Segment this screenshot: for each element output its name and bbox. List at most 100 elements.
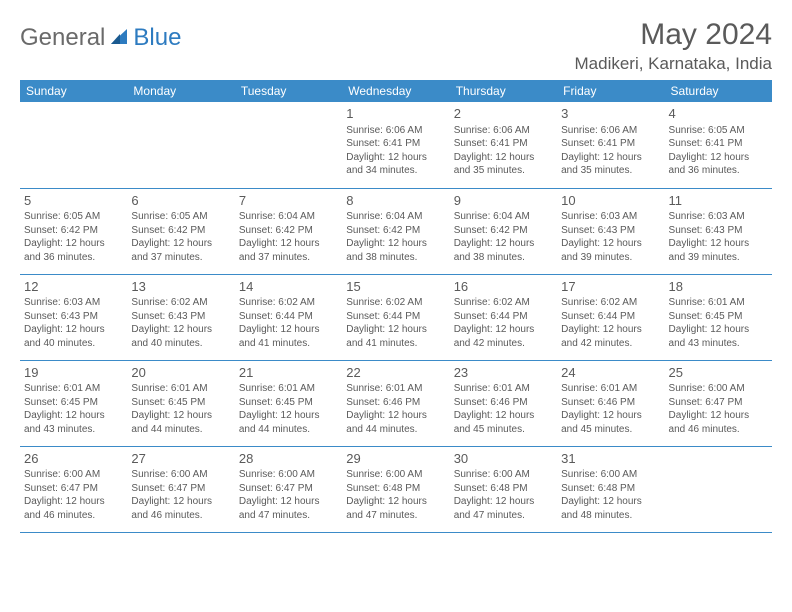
calendar-day-cell: 31Sunrise: 6:00 AMSunset: 6:48 PMDayligh… (557, 446, 664, 532)
calendar-week-row: 26Sunrise: 6:00 AMSunset: 6:47 PMDayligh… (20, 446, 772, 532)
sunrise-line: Sunrise: 6:04 AM (346, 210, 445, 224)
calendar-day-cell: 5Sunrise: 6:05 AMSunset: 6:42 PMDaylight… (20, 188, 127, 274)
daylight-line: Daylight: 12 hours and 43 minutes. (24, 409, 123, 436)
sunset-line: Sunset: 6:42 PM (24, 224, 123, 238)
calendar-day-cell: 23Sunrise: 6:01 AMSunset: 6:46 PMDayligh… (450, 360, 557, 446)
calendar-day-cell: 7Sunrise: 6:04 AMSunset: 6:42 PMDaylight… (235, 188, 342, 274)
sunrise-line: Sunrise: 6:01 AM (561, 382, 660, 396)
day-number: 4 (669, 105, 768, 123)
sunrise-line: Sunrise: 6:00 AM (669, 382, 768, 396)
logo-sail-icon (109, 26, 131, 51)
sunset-line: Sunset: 6:46 PM (346, 396, 445, 410)
daylight-line: Daylight: 12 hours and 43 minutes. (669, 323, 768, 350)
sunset-line: Sunset: 6:46 PM (561, 396, 660, 410)
day-number: 13 (131, 278, 230, 296)
weekday-header: Sunday (20, 80, 127, 102)
calendar-day-cell: 25Sunrise: 6:00 AMSunset: 6:47 PMDayligh… (665, 360, 772, 446)
daylight-line: Daylight: 12 hours and 36 minutes. (669, 151, 768, 178)
sunrise-line: Sunrise: 6:01 AM (669, 296, 768, 310)
sunrise-line: Sunrise: 6:00 AM (454, 468, 553, 482)
weekday-header: Wednesday (342, 80, 449, 102)
calendar-day-cell: 28Sunrise: 6:00 AMSunset: 6:47 PMDayligh… (235, 446, 342, 532)
daylight-line: Daylight: 12 hours and 41 minutes. (239, 323, 338, 350)
calendar-week-row: 1Sunrise: 6:06 AMSunset: 6:41 PMDaylight… (20, 102, 772, 188)
sunrise-line: Sunrise: 6:06 AM (454, 124, 553, 138)
daylight-line: Daylight: 12 hours and 37 minutes. (239, 237, 338, 264)
daylight-line: Daylight: 12 hours and 47 minutes. (239, 495, 338, 522)
location-title: Madikeri, Karnataka, India (575, 54, 773, 74)
day-number: 27 (131, 450, 230, 468)
daylight-line: Daylight: 12 hours and 46 minutes. (24, 495, 123, 522)
calendar-day-cell: 22Sunrise: 6:01 AMSunset: 6:46 PMDayligh… (342, 360, 449, 446)
sunset-line: Sunset: 6:43 PM (131, 310, 230, 324)
sunrise-line: Sunrise: 6:00 AM (561, 468, 660, 482)
day-number: 12 (24, 278, 123, 296)
calendar-day-cell: 10Sunrise: 6:03 AMSunset: 6:43 PMDayligh… (557, 188, 664, 274)
sunset-line: Sunset: 6:47 PM (239, 482, 338, 496)
daylight-line: Daylight: 12 hours and 46 minutes. (131, 495, 230, 522)
sunrise-line: Sunrise: 6:00 AM (346, 468, 445, 482)
calendar-empty-cell (235, 102, 342, 188)
sunrise-line: Sunrise: 6:00 AM (239, 468, 338, 482)
calendar-day-cell: 12Sunrise: 6:03 AMSunset: 6:43 PMDayligh… (20, 274, 127, 360)
sunset-line: Sunset: 6:41 PM (454, 137, 553, 151)
day-number: 3 (561, 105, 660, 123)
day-number: 17 (561, 278, 660, 296)
sunrise-line: Sunrise: 6:01 AM (454, 382, 553, 396)
day-number: 21 (239, 364, 338, 382)
sunrise-line: Sunrise: 6:04 AM (239, 210, 338, 224)
sunset-line: Sunset: 6:47 PM (24, 482, 123, 496)
day-number: 9 (454, 192, 553, 210)
calendar-empty-cell (20, 102, 127, 188)
daylight-line: Daylight: 12 hours and 38 minutes. (346, 237, 445, 264)
calendar-day-cell: 2Sunrise: 6:06 AMSunset: 6:41 PMDaylight… (450, 102, 557, 188)
calendar-day-cell: 9Sunrise: 6:04 AMSunset: 6:42 PMDaylight… (450, 188, 557, 274)
month-title: May 2024 (575, 18, 773, 52)
header: General Blue May 2024 Madikeri, Karnatak… (20, 18, 772, 74)
sunset-line: Sunset: 6:47 PM (669, 396, 768, 410)
sunrise-line: Sunrise: 6:02 AM (239, 296, 338, 310)
daylight-line: Daylight: 12 hours and 47 minutes. (346, 495, 445, 522)
calendar-day-cell: 16Sunrise: 6:02 AMSunset: 6:44 PMDayligh… (450, 274, 557, 360)
calendar-day-cell: 27Sunrise: 6:00 AMSunset: 6:47 PMDayligh… (127, 446, 234, 532)
calendar-day-cell: 15Sunrise: 6:02 AMSunset: 6:44 PMDayligh… (342, 274, 449, 360)
day-number: 15 (346, 278, 445, 296)
day-number: 20 (131, 364, 230, 382)
daylight-line: Daylight: 12 hours and 45 minutes. (454, 409, 553, 436)
sunset-line: Sunset: 6:45 PM (131, 396, 230, 410)
day-number: 25 (669, 364, 768, 382)
sunrise-line: Sunrise: 6:03 AM (561, 210, 660, 224)
day-number: 2 (454, 105, 553, 123)
sunset-line: Sunset: 6:44 PM (239, 310, 338, 324)
calendar-week-row: 12Sunrise: 6:03 AMSunset: 6:43 PMDayligh… (20, 274, 772, 360)
daylight-line: Daylight: 12 hours and 39 minutes. (561, 237, 660, 264)
logo: General Blue (20, 24, 181, 52)
daylight-line: Daylight: 12 hours and 34 minutes. (346, 151, 445, 178)
day-number: 8 (346, 192, 445, 210)
sunset-line: Sunset: 6:47 PM (131, 482, 230, 496)
daylight-line: Daylight: 12 hours and 40 minutes. (131, 323, 230, 350)
daylight-line: Daylight: 12 hours and 35 minutes. (454, 151, 553, 178)
day-number: 19 (24, 364, 123, 382)
calendar-empty-cell (665, 446, 772, 532)
daylight-line: Daylight: 12 hours and 40 minutes. (24, 323, 123, 350)
sunrise-line: Sunrise: 6:01 AM (346, 382, 445, 396)
calendar-day-cell: 8Sunrise: 6:04 AMSunset: 6:42 PMDaylight… (342, 188, 449, 274)
daylight-line: Daylight: 12 hours and 38 minutes. (454, 237, 553, 264)
sunset-line: Sunset: 6:42 PM (131, 224, 230, 238)
calendar-day-cell: 21Sunrise: 6:01 AMSunset: 6:45 PMDayligh… (235, 360, 342, 446)
day-number: 6 (131, 192, 230, 210)
daylight-line: Daylight: 12 hours and 48 minutes. (561, 495, 660, 522)
sunset-line: Sunset: 6:43 PM (561, 224, 660, 238)
day-number: 26 (24, 450, 123, 468)
sunset-line: Sunset: 6:42 PM (454, 224, 553, 238)
daylight-line: Daylight: 12 hours and 44 minutes. (239, 409, 338, 436)
sunrise-line: Sunrise: 6:02 AM (454, 296, 553, 310)
day-number: 10 (561, 192, 660, 210)
calendar-day-cell: 20Sunrise: 6:01 AMSunset: 6:45 PMDayligh… (127, 360, 234, 446)
calendar-day-cell: 17Sunrise: 6:02 AMSunset: 6:44 PMDayligh… (557, 274, 664, 360)
day-number: 31 (561, 450, 660, 468)
sunset-line: Sunset: 6:48 PM (346, 482, 445, 496)
sunset-line: Sunset: 6:44 PM (561, 310, 660, 324)
calendar-day-cell: 18Sunrise: 6:01 AMSunset: 6:45 PMDayligh… (665, 274, 772, 360)
